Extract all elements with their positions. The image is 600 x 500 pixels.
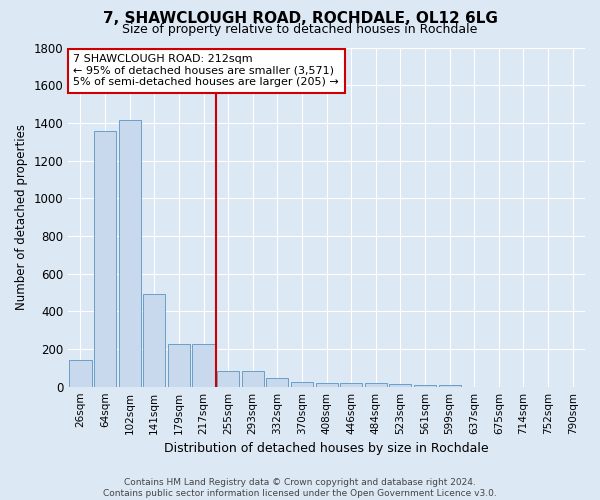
Bar [70, 360, 92, 386]
Bar [414, 385, 436, 386]
Text: 7, SHAWCLOUGH ROAD, ROCHDALE, OL12 6LG: 7, SHAWCLOUGH ROAD, ROCHDALE, OL12 6LG [103, 11, 497, 26]
Text: Contains HM Land Registry data © Crown copyright and database right 2024.
Contai: Contains HM Land Registry data © Crown c… [103, 478, 497, 498]
Bar [266, 378, 289, 386]
Bar [217, 371, 239, 386]
Bar [193, 344, 215, 386]
Bar [119, 120, 141, 386]
Bar [143, 294, 166, 386]
Bar [365, 384, 387, 386]
Bar [340, 384, 362, 386]
Bar [291, 382, 313, 386]
Bar [242, 371, 264, 386]
Bar [94, 132, 116, 386]
Y-axis label: Number of detached properties: Number of detached properties [15, 124, 28, 310]
Bar [168, 344, 190, 386]
Bar [439, 385, 461, 386]
Bar [389, 384, 412, 386]
Bar [316, 383, 338, 386]
X-axis label: Distribution of detached houses by size in Rochdale: Distribution of detached houses by size … [164, 442, 489, 455]
Text: 7 SHAWCLOUGH ROAD: 212sqm
← 95% of detached houses are smaller (3,571)
5% of sem: 7 SHAWCLOUGH ROAD: 212sqm ← 95% of detac… [73, 54, 339, 88]
Text: Size of property relative to detached houses in Rochdale: Size of property relative to detached ho… [122, 22, 478, 36]
